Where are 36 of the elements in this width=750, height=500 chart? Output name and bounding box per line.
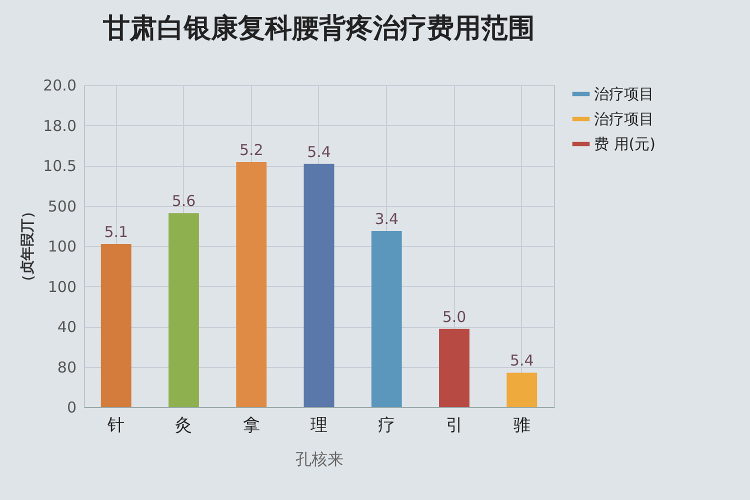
bar [506, 372, 538, 407]
annotation: 5.6 [172, 192, 196, 210]
legend-label: 费 用(元) [594, 135, 656, 153]
x-tick-label: 拿 [242, 416, 260, 436]
bar [371, 231, 402, 407]
text: 100 [48, 238, 76, 256]
bar [168, 213, 199, 407]
bar [100, 244, 132, 407]
bar [439, 328, 470, 407]
text: 500 [48, 197, 76, 216]
x-tick-label: 理 [310, 416, 328, 436]
text: 10.5 [43, 157, 76, 175]
annotation: 5.4 [307, 142, 331, 161]
x-axis-title: 孔核来 [296, 450, 344, 468]
annotation: 5.0 [442, 308, 466, 326]
legend-label: 治疗项目 [594, 110, 654, 128]
legend-label: 治疗项目 [594, 85, 654, 103]
x-tick-label: 引 [446, 416, 463, 436]
bar [236, 162, 267, 407]
x-tick-label: 骓 [513, 416, 530, 436]
bar [304, 164, 334, 407]
annotation: 5.4 [510, 352, 534, 370]
text: 80 [57, 358, 76, 376]
annotation: 5.1 [104, 223, 128, 242]
chart-title: 甘肃白银康复科腰背疼治疗费用范围 [102, 13, 535, 44]
x-tick-label: 疗 [378, 416, 396, 436]
x-tick-label: 灸 [175, 416, 192, 436]
annotation: 3.4 [374, 210, 399, 228]
y-axis-title: （贞年叚丌） [20, 204, 36, 288]
annotation: 5.2 [239, 140, 264, 159]
text: 18.0 [43, 116, 76, 135]
text: 100 [48, 278, 76, 296]
text: 20.0 [43, 76, 76, 94]
x-tick-label: 针 [106, 416, 125, 436]
text: 40 [57, 318, 76, 336]
text: 0 [66, 398, 76, 416]
